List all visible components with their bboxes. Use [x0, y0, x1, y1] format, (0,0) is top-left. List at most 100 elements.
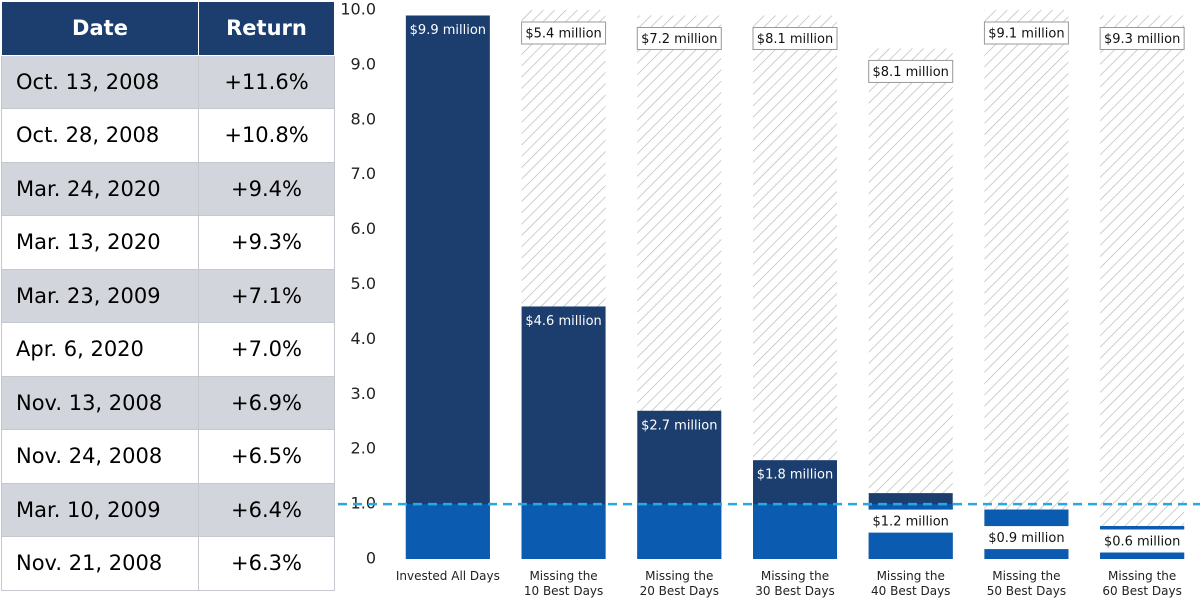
x-tick-line: 40 Best Days — [871, 584, 950, 598]
bar-below-reference — [753, 504, 837, 559]
missed-segment — [521, 10, 606, 307]
table-row: Mar. 24, 2020 +9.4% — [1, 161, 335, 216]
x-tick-label: Missing the 30 Best Days — [755, 569, 834, 598]
y-tick-label: 9.0 — [351, 54, 376, 73]
return-cell: +7.0% — [198, 322, 335, 377]
missed-segment — [868, 48, 953, 494]
x-tick-line: Missing the — [529, 569, 597, 583]
value-label: $1.8 million — [757, 468, 833, 483]
x-tick-line: 50 Best Days — [987, 584, 1066, 598]
value-label-box: $9.3 million — [1099, 26, 1185, 50]
x-tick-line: Invested All Days — [396, 569, 500, 583]
return-cell: +9.3% — [198, 215, 335, 270]
date-cell: Nov. 13, 2008 — [1, 375, 199, 430]
value-label-box: $9.1 million — [983, 21, 1069, 45]
x-tick-line: Missing the — [761, 569, 829, 583]
bar-below-reference — [637, 504, 722, 559]
value-label-box: $1.2 million — [868, 509, 954, 533]
table-row: Apr. 6, 2020 +7.0% — [1, 322, 335, 377]
returns-table: Date Return Oct. 13, 2008 +11.6% Oct. 28, … — [1, 1, 335, 591]
return-cell: +9.4% — [198, 161, 335, 216]
label-box — [521, 21, 607, 45]
value-label-box: $7.2 million — [636, 26, 722, 50]
date-cell: Mar. 24, 2020 — [1, 161, 199, 216]
x-tick-label: Missing the 50 Best Days — [987, 569, 1066, 598]
x-tick-line: Missing the — [992, 569, 1060, 583]
x-tick-line: Missing the — [1108, 569, 1176, 583]
value-label: $8.1 million — [757, 32, 833, 47]
y-tick-label: 1.0 — [351, 494, 376, 513]
date-cell: Mar. 10, 2009 — [1, 482, 199, 537]
x-tick-label: Missing the 40 Best Days — [871, 569, 950, 598]
date-cell: Mar. 23, 2009 — [1, 268, 199, 323]
label-box — [1099, 26, 1185, 50]
x-tick-label: Missing the 10 Best Days — [524, 569, 603, 598]
table-row: Oct. 13, 2008 +11.6% — [1, 54, 335, 109]
value-label: $1.2 million — [873, 515, 949, 530]
table-row: Oct. 28, 2008 +10.8% — [1, 108, 335, 163]
missed-segment — [637, 15, 722, 411]
y-tick-label: 2.0 — [351, 439, 376, 458]
label-box — [752, 26, 838, 50]
value-label-box: $0.6 million — [1099, 529, 1185, 553]
y-tick-label: 7.0 — [351, 164, 376, 183]
value-label-box: $0.9 million — [983, 526, 1069, 550]
value-label: $2.7 million — [641, 418, 717, 433]
value-label: $5.4 million — [525, 27, 601, 42]
table-row: Nov. 24, 2008 +6.5% — [1, 429, 335, 484]
value-label: $8.1 million — [873, 65, 949, 80]
date-cell: Apr. 6, 2020 — [1, 322, 199, 377]
header-cell: Date — [1, 1, 199, 56]
x-tick-line: 10 Best Days — [524, 584, 603, 598]
value-label: $9.3 million — [1104, 32, 1180, 47]
label-box — [636, 26, 722, 50]
y-tick-label: 4.0 — [351, 329, 376, 348]
label-box — [868, 509, 954, 533]
value-label-box: $5.4 million — [521, 21, 607, 45]
label-box — [1099, 529, 1185, 553]
value-label: $9.9 million — [410, 23, 486, 38]
table-row: Mar. 23, 2009 +7.1% — [1, 268, 335, 323]
bar — [405, 15, 490, 560]
return-cell: +6.5% — [198, 429, 335, 484]
y-tick-label: 6.0 — [351, 219, 376, 238]
table-header: Date Return — [1, 1, 335, 56]
missed-segment — [1100, 15, 1185, 527]
return-cell: +7.1% — [198, 268, 335, 323]
value-label: $0.6 million — [1104, 535, 1180, 550]
x-tick-line: 20 Best Days — [640, 584, 719, 598]
date-cell: Oct. 13, 2008 — [1, 54, 199, 109]
y-tick-label: 3.0 — [351, 384, 376, 403]
missed-segment — [753, 15, 837, 461]
x-tick-line: 60 Best Days — [1102, 584, 1181, 598]
missed-segment — [984, 10, 1069, 510]
table-row: Nov. 21, 2008 +6.3% — [1, 536, 335, 591]
x-tick-label: Invested All Days — [396, 569, 500, 583]
date-cell: Nov. 24, 2008 — [1, 429, 199, 484]
return-cell: +6.4% — [198, 482, 335, 537]
x-tick-label: Missing the 60 Best Days — [1102, 569, 1181, 598]
date-cell: Mar. 13, 2020 — [1, 215, 199, 270]
label-box — [983, 21, 1069, 45]
value-label-box: $8.1 million — [868, 59, 954, 83]
table-row: Mar. 10, 2009 +6.4% — [1, 482, 335, 537]
bar-below-reference — [405, 504, 490, 559]
date-cell: Nov. 21, 2008 — [1, 536, 199, 591]
x-tick-line: Missing the — [645, 569, 713, 583]
value-label: $4.6 million — [525, 314, 601, 329]
chart: 0 1.0 2.0 3.0 4.0 5.0 6.0 7.0 8.0 9.0 10.0 Invested… — [338, 0, 1200, 598]
y-tick-label: 0 — [366, 549, 376, 568]
return-cell: +10.8% — [198, 108, 335, 163]
bar-below-reference — [521, 504, 606, 559]
y-tick-label: 8.0 — [351, 109, 376, 128]
y-tick-label: 5.0 — [351, 274, 376, 293]
return-cell: +11.6% — [198, 54, 335, 109]
table-row: Nov. 13, 2008 +6.9% — [1, 375, 335, 430]
date-cell: Oct. 28, 2008 — [1, 108, 199, 163]
return-cell: +6.3% — [198, 536, 335, 591]
x-tick-line: 30 Best Days — [755, 584, 834, 598]
x-tick-line: Missing the — [877, 569, 945, 583]
value-label: $0.9 million — [988, 531, 1064, 546]
value-label-box: $8.1 million — [752, 26, 838, 50]
